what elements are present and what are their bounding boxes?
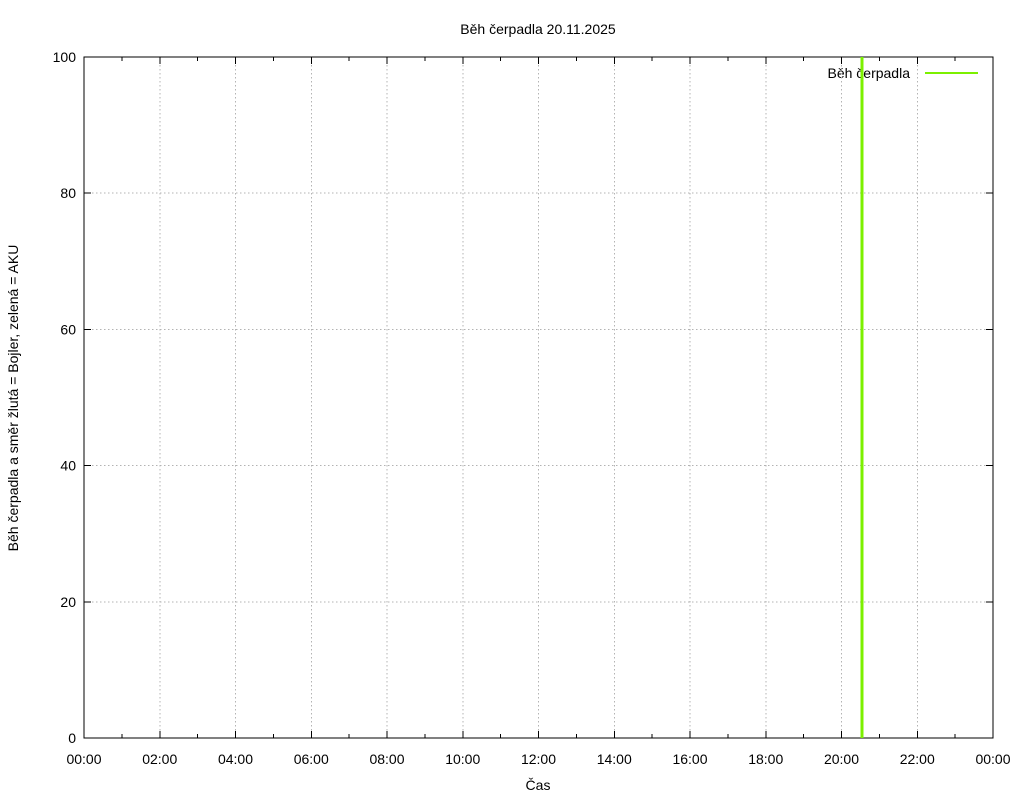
x-tick-label: 00:00 [975, 751, 1010, 767]
y-tick-label: 20 [60, 594, 76, 610]
x-tick-label: 02:00 [142, 751, 177, 767]
y-tick-label: 0 [68, 730, 76, 746]
x-tick-label: 12:00 [521, 751, 556, 767]
x-tick-label: 00:00 [66, 751, 101, 767]
legend-label: Běh čerpadla [827, 65, 910, 81]
y-tick-label: 40 [60, 458, 76, 474]
x-tick-label: 16:00 [672, 751, 707, 767]
x-tick-label: 10:00 [445, 751, 480, 767]
x-tick-label: 14:00 [597, 751, 632, 767]
y-tick-label: 80 [60, 185, 76, 201]
chart-title: Běh čerpadla 20.11.2025 [460, 21, 616, 37]
x-tick-label: 04:00 [218, 751, 253, 767]
y-tick-label: 60 [60, 321, 76, 337]
x-tick-label: 20:00 [824, 751, 859, 767]
x-tick-label: 22:00 [900, 751, 935, 767]
y-tick-label: 100 [53, 49, 77, 65]
x-tick-label: 08:00 [369, 751, 404, 767]
x-tick-label: 18:00 [748, 751, 783, 767]
y-axis-label: Běh čerpadla a směr žlutá = Bojler, zele… [5, 245, 21, 552]
x-axis-label: Čas [526, 777, 551, 793]
x-tick-label: 06:00 [294, 751, 329, 767]
